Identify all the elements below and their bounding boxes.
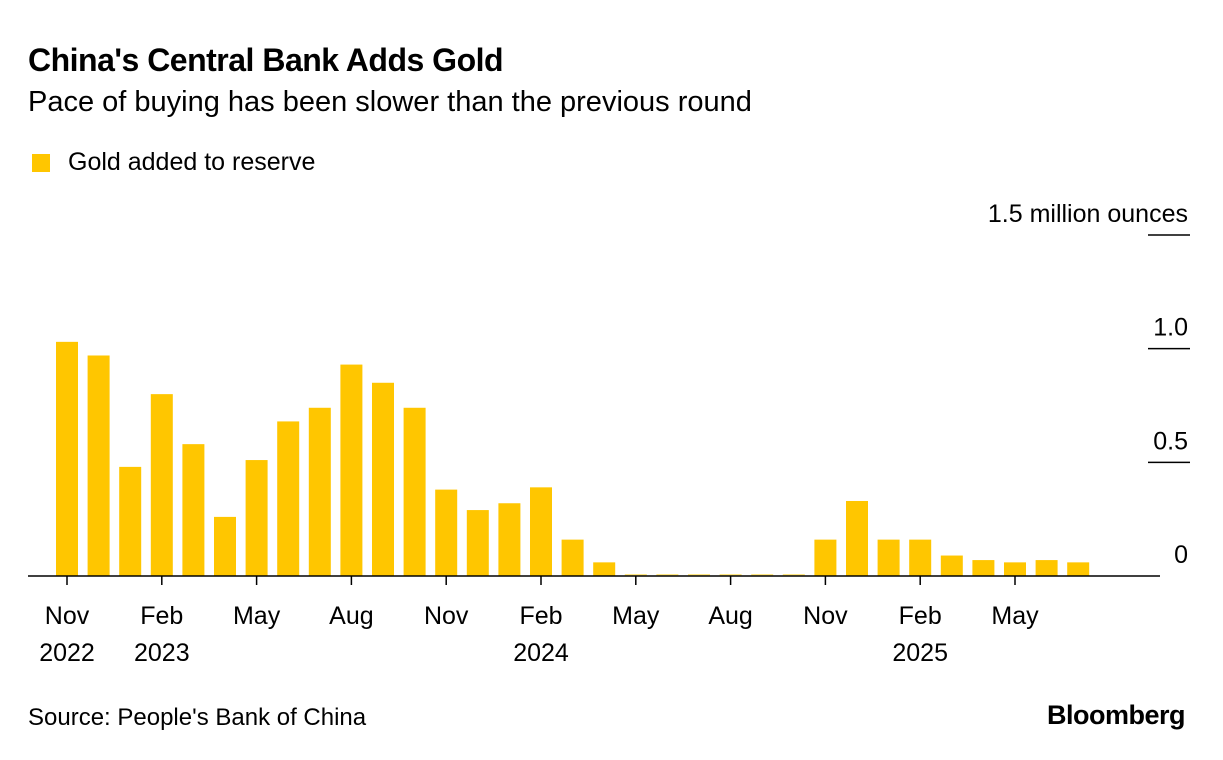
x-tick-label: May: [233, 602, 281, 630]
legend: Gold added to reserve: [32, 148, 315, 177]
x-tick-year-label: 2022: [39, 639, 95, 667]
x-tick-label: Nov: [45, 602, 90, 630]
legend-label: Gold added to reserve: [68, 148, 316, 176]
x-tick-label: Feb: [140, 602, 183, 630]
bar: [498, 503, 521, 576]
bar: [656, 574, 679, 576]
x-tick-year-label: 2024: [513, 639, 569, 667]
x-tick-label: Nov: [803, 602, 848, 630]
x-tick-year-label: 2023: [134, 639, 190, 667]
bar: [403, 407, 426, 576]
bloomberg-logo: Bloomberg: [1046, 700, 1186, 730]
bar: [277, 421, 300, 576]
bar: [1067, 562, 1090, 576]
bar: [245, 460, 268, 576]
x-tick-label: Nov: [424, 602, 469, 630]
bar: [561, 539, 584, 576]
bar: [466, 510, 489, 576]
x-tick-label: Feb: [519, 602, 562, 630]
bar: [214, 516, 236, 576]
bar: [877, 539, 900, 576]
bar: [1035, 560, 1058, 576]
y-tick-label: 1.0: [1153, 314, 1188, 342]
chart-title: China's Central Bank Adds Gold: [28, 42, 504, 78]
bar: [909, 539, 932, 576]
legend-swatch: [32, 153, 50, 172]
bar: [119, 466, 142, 576]
bar: [593, 562, 616, 576]
bar: [530, 487, 552, 576]
bar: [688, 574, 710, 576]
bar: [435, 489, 458, 576]
bar: [87, 355, 110, 576]
bar: [846, 500, 868, 576]
y-tick-label: 0.5: [1153, 427, 1188, 455]
x-tick-label: May: [991, 602, 1039, 630]
source-note: Source: People's Bank of China: [28, 704, 367, 731]
bar: [719, 574, 742, 576]
x-tick-label: Aug: [708, 602, 752, 630]
x-tick-year-label: 2025: [892, 639, 948, 667]
bar: [814, 539, 837, 576]
bar: [182, 444, 205, 576]
bar: [972, 560, 995, 576]
bar: [308, 407, 331, 576]
bar: [150, 394, 173, 576]
bar: [372, 382, 394, 576]
bar: [940, 555, 963, 576]
bar: [624, 574, 647, 576]
bar: [56, 341, 78, 576]
y-tick-label: 1.5 million ounces: [988, 200, 1188, 228]
bar: [1004, 562, 1026, 576]
x-tick-label: May: [612, 602, 660, 630]
x-tick-label: Aug: [329, 602, 373, 630]
x-tick-label: Feb: [899, 602, 942, 630]
chart-subtitle: Pace of buying has been slower than the …: [28, 86, 752, 118]
y-tick-label: 0: [1174, 541, 1188, 569]
bar: [751, 574, 774, 576]
bar: [782, 574, 805, 576]
bar: [340, 364, 363, 576]
